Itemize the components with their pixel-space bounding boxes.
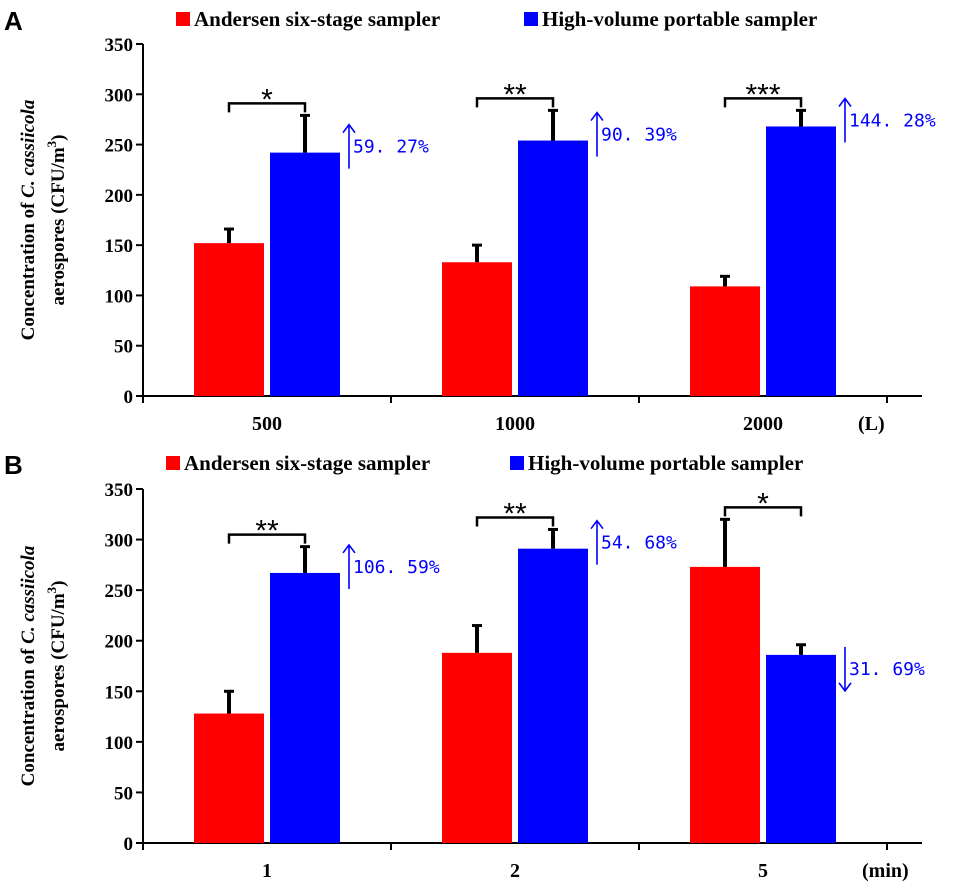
y-tick-label: 0: [124, 387, 134, 408]
y-tick-label: 150: [105, 236, 134, 257]
significance-bracket: [723, 506, 803, 517]
significance-stars: *: [757, 487, 769, 520]
y-tick-label: 200: [105, 186, 134, 207]
y-tick-label: 150: [105, 682, 134, 703]
y-tick-label: 0: [124, 834, 134, 855]
y-tick-label: 50: [114, 337, 133, 358]
x-axis-unit-label: (L): [858, 413, 885, 435]
bar-high-volume-2: [518, 548, 588, 843]
x-category-label: 5: [758, 860, 768, 882]
y-axis-label-line-1: Concentration of C. cassiicola: [18, 545, 39, 786]
y-label-text: Concentration of: [18, 644, 39, 786]
bar-high-volume-1000: [518, 140, 588, 396]
panel-letter: A: [4, 6, 23, 36]
legend-label-high-volume: High-volume portable sampler: [542, 7, 817, 31]
panel-letter: B: [4, 450, 23, 480]
y-tick-label: 350: [105, 35, 134, 56]
significance-bracket: [475, 516, 555, 527]
x-axis-unit-label: (min): [862, 860, 909, 882]
legend-label-andersen: Andersen six-stage sampler: [184, 451, 430, 475]
y-label-superscript: 3: [44, 140, 59, 147]
bar-andersen-1: [194, 713, 264, 843]
bar-andersen-500: [194, 243, 264, 396]
y-tick-label: 200: [105, 632, 134, 653]
bar-high-volume-1: [270, 572, 340, 843]
y-axis-label-line-2: aerospores (CFU/m3): [44, 581, 69, 752]
arrow-up-icon: [590, 111, 604, 122]
percent-change-label: 54. 68%: [601, 533, 677, 554]
y-tick-label: 250: [105, 136, 134, 157]
significance-bracket: [227, 533, 307, 544]
y-tick-label: 300: [105, 85, 134, 106]
percent-change-label: 59. 27%: [353, 137, 429, 158]
significance-stars: **: [255, 515, 279, 548]
y-axis-label-line-2: aerospores (CFU/m3): [44, 135, 69, 306]
significance-stars: ***: [745, 78, 780, 111]
bar-high-volume-5: [766, 654, 836, 843]
panel-a: A Andersen six-stage sampler High-volume p…: [4, 6, 936, 435]
y-label-close: ): [48, 581, 69, 587]
bar-andersen-2000: [690, 286, 760, 396]
arrow-up-icon: [838, 97, 852, 107]
y-label-close: ): [48, 135, 69, 141]
y-axis-label: Concentration of C. cassiicola aerospores…: [18, 99, 69, 340]
y-label-units: aerospores (CFU/m: [48, 147, 69, 305]
arrow-up-icon: [342, 543, 356, 554]
significance-stars: **: [503, 497, 527, 530]
arrow-up-icon: [590, 519, 604, 530]
x-category-label: 500: [252, 413, 282, 435]
x-category-label: 2000: [743, 413, 783, 435]
y-axis-label-line-1: Concentration of C. cassiicola: [18, 99, 39, 340]
y-label-species: C. cassiicola: [18, 99, 39, 198]
bar-high-volume-2000: [766, 126, 836, 397]
percent-change-label: 106. 59%: [353, 557, 440, 578]
legend-swatch-andersen: [176, 12, 190, 26]
y-label-species: C. cassiicola: [18, 545, 39, 644]
bar-high-volume-500: [270, 152, 340, 396]
significance-bracket: [475, 97, 555, 108]
legend-swatch-andersen: [166, 456, 180, 470]
legend-label-high-volume: High-volume portable sampler: [528, 451, 803, 475]
y-tick-label: 250: [105, 581, 134, 602]
y-label-units: aerospores (CFU/m: [48, 593, 69, 751]
x-category-label: 1: [262, 860, 272, 882]
y-tick-label: 300: [105, 531, 134, 552]
arrow-up-icon: [342, 123, 356, 134]
y-tick-label: 100: [105, 286, 134, 307]
percent-change-label: 90. 39%: [601, 125, 677, 146]
percent-change-label: 144. 28%: [849, 110, 936, 131]
y-axis-label: Concentration of C. cassiicola aerospores…: [18, 545, 69, 786]
y-tick-label: 350: [105, 480, 134, 501]
x-category-label: 1000: [495, 413, 535, 435]
y-label-text: Concentration of: [18, 198, 39, 340]
significance-stars: *: [261, 83, 273, 116]
x-category-label: 2: [510, 860, 520, 882]
bar-andersen-2: [442, 652, 512, 843]
bar-andersen-1000: [442, 262, 512, 396]
legend-swatch-high-volume: [510, 456, 524, 470]
percent-change-label: 31. 69%: [849, 659, 925, 680]
legend-swatch-high-volume: [524, 12, 538, 26]
y-tick-label: 50: [114, 783, 133, 804]
y-label-superscript: 3: [44, 586, 59, 593]
legend-label-andersen: Andersen six-stage sampler: [194, 7, 440, 31]
panel-b: B Andersen six-stage sampler High-volume p…: [4, 450, 925, 882]
arrow-down-icon: [838, 682, 852, 693]
significance-stars: **: [503, 78, 527, 111]
significance-bracket: [723, 97, 803, 108]
y-tick-label: 100: [105, 733, 134, 754]
significance-bracket: [227, 102, 307, 113]
bar-andersen-5: [690, 566, 760, 843]
